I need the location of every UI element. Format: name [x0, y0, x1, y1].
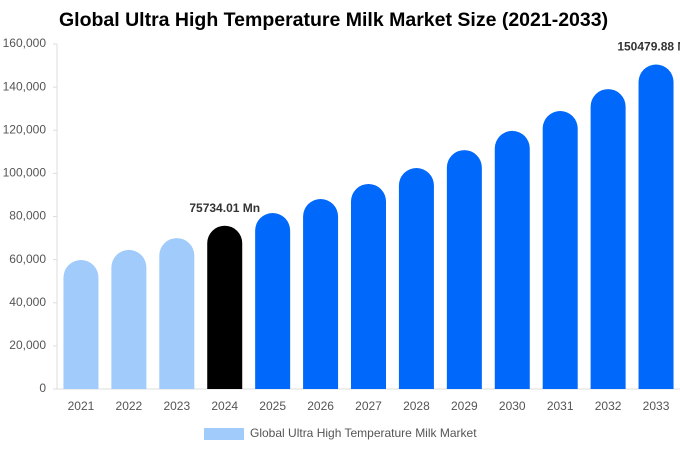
value-label: 150479.88 Mn — [617, 40, 680, 54]
y-tick-label: 0 — [39, 381, 46, 395]
bar — [494, 130, 530, 389]
y-tick-label: 60,000 — [9, 252, 46, 266]
y-tick-label: 120,000 — [3, 122, 47, 136]
x-tick-label: 2024 — [211, 399, 238, 413]
x-tick-label: 2022 — [116, 399, 143, 413]
value-label: 75734.01 Mn — [189, 201, 260, 215]
x-tick-label: 2028 — [403, 399, 430, 413]
y-tick-label: 140,000 — [3, 79, 47, 93]
bar — [398, 167, 434, 389]
y-tick-label: 80,000 — [9, 209, 46, 223]
y-tick-label: 20,000 — [9, 338, 46, 352]
bar — [446, 150, 482, 389]
y-tick-label: 160,000 — [3, 36, 47, 50]
x-tick-label: 2032 — [595, 399, 622, 413]
y-tick-label: 40,000 — [9, 295, 46, 309]
x-tick-label: 2023 — [163, 399, 190, 413]
x-tick-label: 2026 — [307, 399, 334, 413]
x-tick-label: 2031 — [547, 399, 574, 413]
x-tick-label: 2033 — [643, 399, 670, 413]
x-tick-label: 2030 — [499, 399, 526, 413]
bar — [303, 199, 339, 389]
bar — [255, 213, 291, 389]
x-tick-label: 2021 — [68, 399, 95, 413]
chart-title: Global Ultra High Temperature Milk Marke… — [59, 9, 608, 31]
y-tick-label: 100,000 — [3, 166, 47, 180]
bar — [542, 111, 578, 389]
bar — [207, 225, 243, 389]
x-tick-label: 2025 — [259, 399, 286, 413]
x-tick-label: 2029 — [451, 399, 478, 413]
bar — [351, 183, 386, 389]
x-tick-label: 2027 — [355, 399, 382, 413]
legend-label: Global Ultra High Temperature Milk Marke… — [250, 426, 477, 440]
bar — [63, 260, 99, 389]
legend-swatch — [204, 428, 244, 440]
bar — [590, 89, 626, 390]
bar — [159, 238, 195, 389]
bar — [111, 249, 147, 389]
bar — [638, 64, 674, 389]
